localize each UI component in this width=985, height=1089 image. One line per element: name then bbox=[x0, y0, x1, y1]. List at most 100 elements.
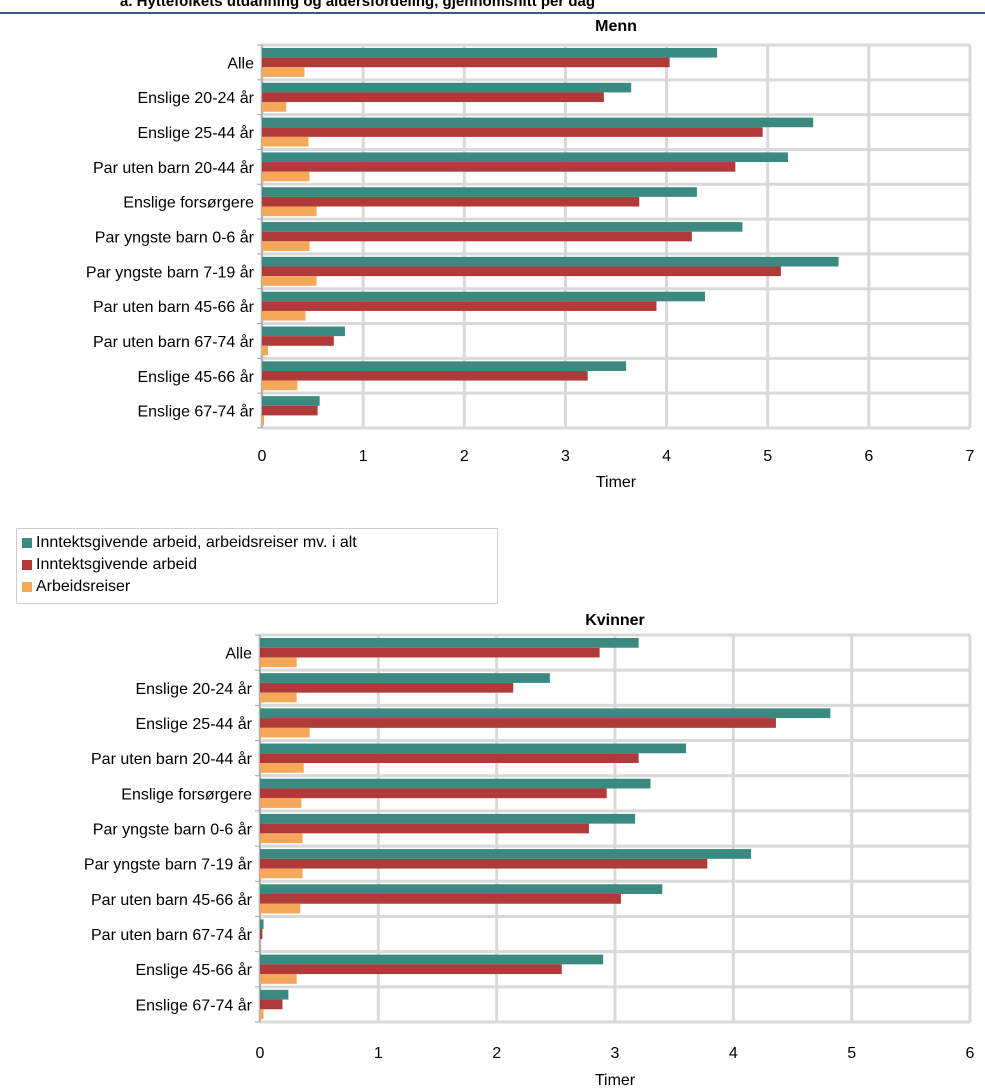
category-label: Enslige 67-74 år bbox=[137, 403, 254, 421]
x-tick-label: 4 bbox=[662, 448, 671, 465]
legend: Inntektsgivende arbeid, arbeidsreiser mv… bbox=[16, 528, 498, 604]
bar bbox=[262, 405, 318, 416]
chart-kvinner: Kvinner Alle Enslige 20-24 år Enslige 25-44… bbox=[84, 612, 975, 1089]
bar bbox=[262, 241, 310, 251]
bar bbox=[260, 708, 831, 719]
bar bbox=[262, 102, 287, 112]
bar bbox=[262, 82, 632, 93]
bar bbox=[262, 301, 657, 311]
bar bbox=[262, 162, 736, 172]
bar bbox=[260, 919, 264, 930]
bar bbox=[262, 67, 305, 77]
category-label: Par yngste barn 0-6 år bbox=[93, 821, 253, 839]
bar bbox=[262, 396, 320, 406]
category-label: Par uten barn 45-66 år bbox=[93, 298, 255, 316]
category-label: Enslige forsørgere bbox=[123, 195, 254, 212]
bar bbox=[262, 326, 345, 337]
legend-swatch-travel bbox=[22, 582, 32, 592]
bar bbox=[262, 345, 269, 356]
category-label: Par uten barn 45-66 år bbox=[91, 891, 253, 909]
bar bbox=[260, 778, 651, 789]
bar bbox=[262, 276, 317, 286]
bar bbox=[262, 47, 718, 58]
top-title-strip: å. Hyttefolkets utdanning og aldersforde… bbox=[0, 0, 985, 16]
bar bbox=[262, 136, 309, 147]
x-tick-label: 2 bbox=[460, 448, 469, 465]
bar bbox=[262, 231, 692, 242]
bar bbox=[262, 415, 265, 426]
bar bbox=[260, 884, 663, 894]
bar bbox=[260, 858, 708, 869]
bar bbox=[260, 647, 600, 658]
category-label: Enslige 25-44 år bbox=[135, 715, 252, 733]
chart-title: Menn bbox=[595, 18, 637, 35]
bar bbox=[260, 999, 283, 1010]
category-label: Enslige 25-44 år bbox=[137, 124, 254, 142]
legend-item-travel: Arbeidsreiser bbox=[22, 576, 497, 598]
legend-label-total: Inntektsgivende arbeid, arbeidsreiser mv… bbox=[36, 534, 357, 551]
x-tick-label: 7 bbox=[966, 448, 975, 465]
category-label: Enslige 45-66 år bbox=[135, 961, 252, 979]
category-label: Enslige 45-66 år bbox=[137, 368, 254, 386]
category-label: Par uten barn 20-44 år bbox=[91, 750, 253, 768]
x-tick-label: 4 bbox=[729, 1045, 738, 1062]
bar bbox=[260, 637, 639, 648]
category-label: Par yngste barn 7-19 år bbox=[86, 263, 255, 281]
bar bbox=[260, 823, 589, 834]
bar bbox=[260, 718, 776, 728]
legend-item-total: Inntektsgivende arbeid, arbeidsreiser mv… bbox=[22, 532, 497, 554]
bar bbox=[262, 152, 788, 163]
bar bbox=[262, 266, 781, 277]
bar bbox=[260, 673, 550, 683]
x-tick-label: 5 bbox=[847, 1045, 856, 1062]
x-tick-label: 1 bbox=[359, 448, 368, 465]
category-label: Par uten barn 20-44 år bbox=[93, 159, 255, 177]
bar bbox=[262, 171, 310, 182]
legend-label-work: Inntektsgivende arbeid bbox=[36, 556, 197, 573]
bar bbox=[260, 727, 310, 738]
legend-swatch-work bbox=[22, 560, 32, 570]
x-axis-title: Timer bbox=[596, 474, 637, 491]
chart-title: Kvinner bbox=[585, 612, 645, 629]
x-tick-label: 0 bbox=[256, 1045, 265, 1062]
bar bbox=[260, 753, 639, 764]
legend-swatch-total bbox=[22, 538, 32, 548]
bar bbox=[260, 849, 752, 859]
category-label: Par uten barn 67-74 år bbox=[93, 333, 255, 351]
category-label: Alle bbox=[227, 55, 254, 72]
header-rule bbox=[0, 12, 985, 14]
bar bbox=[260, 763, 304, 773]
bar bbox=[260, 798, 302, 808]
bar bbox=[262, 256, 839, 267]
category-label: Par yngste barn 0-6 år bbox=[95, 229, 255, 247]
bar bbox=[260, 657, 297, 668]
x-tick-label: 0 bbox=[258, 448, 267, 465]
bar bbox=[260, 692, 297, 703]
bar bbox=[262, 57, 670, 68]
category-label: Enslige forsørgere bbox=[121, 786, 252, 803]
category-label: Enslige 20-24 år bbox=[137, 89, 254, 107]
bar bbox=[260, 868, 303, 879]
chart-menn: Menn Alle Enslige 20-24 år Enslige 25-44 år… bbox=[86, 18, 975, 491]
category-label: Enslige 20-24 år bbox=[135, 680, 252, 698]
category-label: Alle bbox=[225, 646, 252, 663]
bar bbox=[260, 833, 303, 844]
category-label: Par uten barn 67-74 år bbox=[91, 926, 253, 944]
x-axis-title: Timer bbox=[595, 1072, 636, 1089]
bar bbox=[262, 370, 588, 381]
bar bbox=[262, 206, 317, 217]
bar bbox=[260, 903, 301, 914]
bar bbox=[262, 310, 306, 321]
bar bbox=[262, 127, 763, 137]
x-tick-label: 3 bbox=[561, 448, 570, 465]
bar bbox=[262, 117, 814, 128]
bar bbox=[260, 813, 636, 824]
bar bbox=[260, 964, 562, 975]
legend-label-travel: Arbeidsreiser bbox=[36, 578, 131, 595]
bar bbox=[262, 222, 743, 232]
bar bbox=[262, 92, 604, 103]
x-tick-label: 2 bbox=[492, 1045, 501, 1062]
x-tick-label: 6 bbox=[864, 448, 873, 465]
bar bbox=[262, 291, 706, 302]
x-tick-label: 6 bbox=[966, 1045, 975, 1062]
